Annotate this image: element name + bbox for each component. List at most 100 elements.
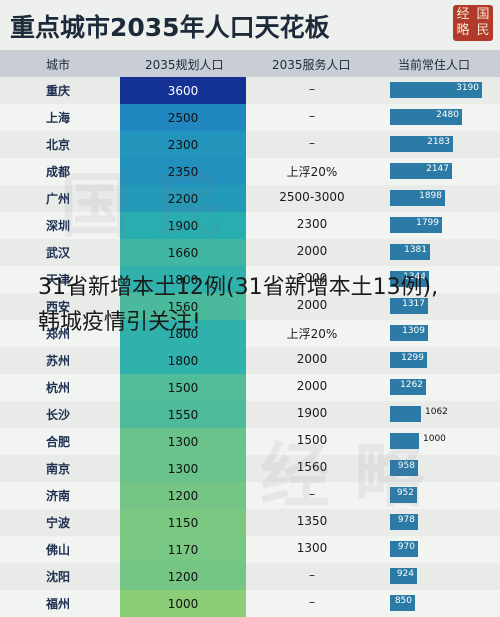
current-population-bar: 1062 [390,406,448,422]
table-row: 广州 2200 2500-3000 1898 [0,185,500,212]
city-label: 成都 [46,165,71,179]
plan-population-cell: 1800 [120,320,246,347]
seal-char: 经 [456,7,470,22]
plan-population-cell: 1500 [120,374,246,401]
city-label: 郑州 [46,327,71,341]
column-header-plan: 2035规划人口 [145,58,224,72]
city-label: 济南 [46,489,71,503]
service-population-cell: 1900 [296,406,328,420]
city-label: 杭州 [46,381,71,395]
table-header: 城市 2035规划人口 2035服务人口 当前常住人口 [0,50,500,77]
current-population-bar-wrap: 978 [390,514,418,530]
current-population-label: 2147 [426,164,449,174]
current-population-bar: 952 [390,487,417,503]
city-label: 佛山 [46,543,71,557]
current-population-bar: 924 [390,568,417,584]
current-population-bar: 1262 [390,379,426,395]
table-row: 深圳 1900 2300 1799 [0,212,500,239]
current-population-bar-wrap: 2480 [390,109,462,125]
table-row: 福州 1000 – 850 [0,590,500,617]
city-label: 重庆 [46,84,71,98]
current-population-label: 850 [394,596,412,606]
seal-char: 民 [476,23,490,38]
current-population-bar: 3190 [390,82,482,98]
current-population-label: 1344 [403,272,426,282]
seal-logo: 经 国 略 民 [453,5,493,41]
service-population-cell: 2300 [296,217,328,231]
city-label: 合肥 [46,435,71,449]
current-population-label: 958 [397,461,415,471]
service-population-cell: 2000 [296,298,328,312]
service-population-cell: 2000 [296,379,328,393]
plan-population-cell: 2200 [120,185,246,212]
current-population-label: 1299 [401,353,424,363]
service-population-cell: 1350 [296,514,328,528]
service-population-cell: – [309,568,315,582]
current-population-bar-wrap: 1299 [390,352,427,368]
service-population-cell: 2000 [296,244,328,258]
current-population-bar-wrap: 850 [390,595,415,611]
plan-population-cell: 2500 [120,104,246,131]
current-population-bar-wrap: 1344 [390,271,429,287]
plan-population-cell: 1150 [120,509,246,536]
current-population-bar: 1898 [390,190,445,206]
table-row: 杭州 1500 2000 1262 [0,374,500,401]
current-population-label: 1062 [425,407,448,417]
plan-population-cell: 1300 [120,428,246,455]
current-population-label: 1317 [402,299,425,309]
column-header-current: 当前常住人口 [398,58,471,72]
current-population-label: 2183 [427,137,450,147]
plan-population-cell: 1900 [120,212,246,239]
table-row: 成都 2350 上浮20% 2147 [0,158,500,185]
city-label: 天津 [46,273,71,287]
city-label: 北京 [46,138,71,152]
service-population-cell: 2500-3000 [279,190,345,204]
current-population-bar-wrap: 952 [390,487,417,503]
current-population-label: 1309 [402,326,425,336]
current-population-bar-wrap: 1062 [390,406,448,422]
current-population-bar: 850 [390,595,415,611]
table-row: 合肥 1300 1500 1000 [0,428,500,455]
service-population-cell: 上浮20% [286,327,338,341]
overlay-caption: 31省新增本土12例(31省新增本土13例), 韩城疫情引关注! [38,270,498,340]
city-label: 南京 [46,462,71,476]
overlay-line-1: 31省新增本土12例(31省新增本土13例), [38,275,439,300]
plan-population-cell: 1800 [120,266,246,293]
table-row: 济南 1200 – 952 [0,482,500,509]
current-population-bar: 2480 [390,109,462,125]
current-population-bar: 1299 [390,352,427,368]
table-row: 西安 1560 2000 1317 [0,293,500,320]
current-population-bar: 978 [390,514,418,530]
table-row: 长沙 1550 1900 1062 [0,401,500,428]
plan-population-cell: 1000 [120,590,246,617]
table-row: 苏州 1800 2000 1299 [0,347,500,374]
city-label: 福州 [46,597,71,611]
watermark: 经 略 [260,435,425,517]
city-label: 宁波 [46,516,71,530]
column-header-service: 2035服务人口 [272,58,351,72]
table-row: 北京 2300 – 2183 [0,131,500,158]
table-row: 南京 1300 1560 958 [0,455,500,482]
service-population-cell: – [309,109,315,123]
current-population-label: 3190 [456,83,479,93]
plan-population-cell: 1550 [120,401,246,428]
service-population-cell: – [309,82,315,96]
current-population-bar-wrap: 958 [390,460,418,476]
seal-char: 国 [476,7,490,22]
service-population-cell: – [309,487,315,501]
service-population-cell: 1560 [296,460,328,474]
current-population-bar-wrap: 1799 [390,217,442,233]
current-population-bar-wrap: 1898 [390,190,445,206]
chart-title: 重点城市2035年人口天花板 [10,13,330,42]
city-label: 武汉 [46,246,71,260]
service-population-cell: – [309,136,315,150]
plan-population-cell: 1200 [120,563,246,590]
current-population-label: 970 [397,542,415,552]
current-population-bar: 958 [390,460,418,476]
service-population-cell: 1500 [296,433,328,447]
plan-population-cell: 3600 [120,77,246,104]
current-population-bar-wrap: 924 [390,568,417,584]
table-row: 佛山 1170 1300 970 [0,536,500,563]
current-population-bar-wrap: 3190 [390,82,482,98]
plan-population-cell: 1300 [120,455,246,482]
